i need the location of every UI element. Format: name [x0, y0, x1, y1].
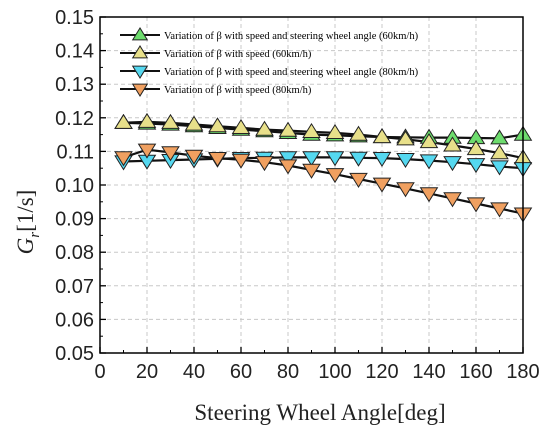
data-point-series-4 [419, 187, 439, 203]
data-point-series-3 [396, 153, 415, 169]
y-axis-title-main: G [13, 237, 38, 254]
data-point-series-4 [255, 156, 274, 172]
data-point-series-4 [372, 177, 392, 193]
y-axis-title-unit: [1/s] [13, 190, 38, 232]
data-point-series-4 [184, 149, 204, 165]
data-point-series-2 [466, 140, 486, 156]
x-tick-label: 0 [94, 361, 105, 383]
legend-label-1: Variation of β with speed and steering w… [164, 31, 419, 42]
y-tick-label: 0.13 [55, 74, 94, 96]
data-point-series-4 [161, 146, 180, 162]
y-tick-label: 0.15 [55, 7, 94, 29]
y-tick-label: 0.10 [55, 175, 94, 197]
data-point-series-3 [443, 156, 462, 172]
x-tick-label: 100 [318, 361, 351, 383]
legend-marker-1 [131, 27, 149, 41]
data-point-series-4 [278, 159, 298, 175]
data-point-series-2 [419, 133, 439, 149]
x-tick-label: 180 [506, 361, 539, 383]
y-tick-label: 0.08 [55, 242, 94, 264]
x-tick-label: 160 [459, 361, 492, 383]
data-point-series-3 [372, 152, 392, 168]
data-point-series-2 [161, 113, 180, 129]
x-tick-label: 40 [183, 361, 205, 383]
legend: Variation of β with speed and steering w… [120, 27, 419, 97]
y-tick-label: 0.06 [55, 309, 94, 331]
y-tick-label: 0.14 [55, 41, 94, 63]
legend-label-2: Variation of β with speed (60km/h) [164, 49, 312, 60]
data-point-series-3 [466, 158, 486, 174]
y-tick-label: 0.05 [55, 343, 94, 365]
x-axis-title: Steering Wheel Angle[deg] [194, 400, 445, 425]
data-point-series-2 [255, 120, 274, 136]
data-point-series-2 [490, 144, 509, 160]
series-line-1 [123, 121, 524, 140]
data-point-series-3 [278, 151, 298, 167]
x-tick-label: 140 [412, 361, 445, 383]
data-point-series-3 [325, 151, 345, 167]
data-point-series-4 [349, 172, 368, 188]
legend-marker-3 [131, 65, 149, 79]
series-line-2 [123, 120, 524, 160]
y-tick-label: 0.09 [55, 209, 94, 231]
data-point-series-2 [278, 121, 298, 137]
y-tick-labels: 0.05 0.06 0.07 0.08 0.09 0.10 0.11 0.12 0.13 0.14… [55, 7, 94, 365]
data-point-series-2 [137, 112, 157, 128]
data-point-series-4 [490, 202, 509, 218]
data-point-series-3 [349, 151, 368, 167]
data-point-series-2 [325, 123, 345, 139]
y-axis-title-subscript: r [27, 232, 43, 238]
data-point-series-2 [208, 117, 227, 133]
axis-ticks [99, 16, 524, 354]
legend-marker-2 [131, 45, 149, 59]
y-tick-label: 0.11 [57, 141, 94, 163]
data-point-series-2 [302, 122, 321, 138]
series-line-3 [123, 156, 524, 170]
y-tick-label: 0.07 [55, 276, 94, 298]
data-point-series-2 [396, 130, 415, 146]
data-point-series-4 [114, 151, 133, 167]
x-tick-label: 80 [277, 361, 299, 383]
legend-label-3: Variation of β with speed and steering w… [164, 67, 419, 78]
y-axis-title: Gr[1/s] [13, 190, 43, 255]
series-markers [114, 112, 533, 223]
data-point-series-4 [231, 153, 251, 169]
x-tick-label: 20 [136, 361, 158, 383]
data-point-series-2 [349, 125, 368, 141]
data-point-series-1 [490, 129, 509, 145]
data-point-series-4 [302, 163, 321, 179]
data-point-series-4 [466, 197, 486, 213]
data-point-series-2 [184, 115, 204, 131]
data-point-series-4 [137, 143, 157, 159]
data-point-series-4 [208, 152, 227, 168]
data-point-series-2 [443, 136, 462, 152]
series-lines [123, 120, 524, 215]
y-tick-label: 0.12 [55, 108, 94, 130]
legend-marker-4 [131, 83, 149, 97]
data-point-series-2 [114, 113, 133, 129]
x-tick-label: 60 [230, 361, 252, 383]
x-tick-label: 120 [365, 361, 398, 383]
data-point-series-3 [490, 160, 509, 176]
data-point-series-4 [443, 192, 462, 208]
data-point-series-3 [302, 151, 321, 167]
legend-label-4: Variation of β with speed (80km/h) [164, 85, 312, 96]
x-tick-labels: 0 20 40 60 80 100 120 140 160 180 [94, 361, 539, 383]
data-point-series-4 [396, 182, 415, 198]
data-point-series-2 [372, 128, 392, 144]
data-point-series-3 [419, 154, 439, 170]
data-point-series-2 [231, 118, 251, 134]
data-point-series-4 [325, 168, 345, 184]
